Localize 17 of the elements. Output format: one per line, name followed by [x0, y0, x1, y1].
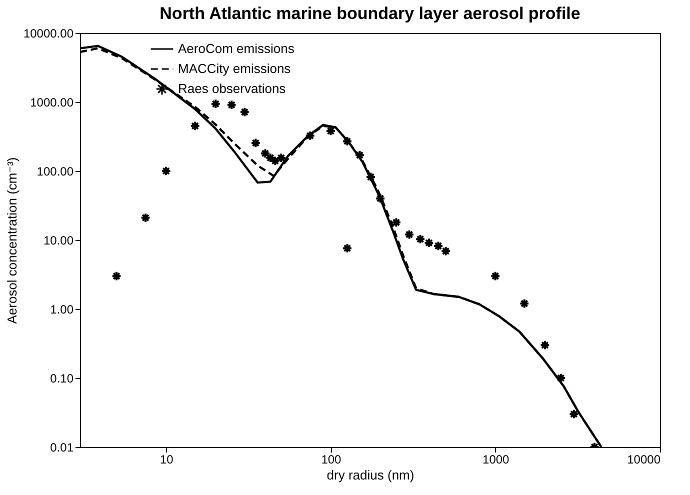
x-tick-label: 100	[321, 452, 342, 466]
x-tick-label: 10	[160, 452, 174, 466]
y-tick-label: 1000.00	[30, 96, 74, 110]
y-tick-label: 0.10	[50, 372, 74, 386]
y-tick-label: 1.00	[50, 302, 74, 316]
y-tick-label: 100.00	[36, 164, 74, 178]
y-axis-title: Aerosol concentration (cm⁻³)	[4, 157, 20, 324]
legend-label: AeroCom emissions	[178, 41, 295, 56]
x-axis-title: dry radius (nm)	[326, 468, 414, 482]
legend-label: MACCity emissions	[178, 61, 292, 76]
y-tick-label: 10.00	[43, 234, 74, 248]
y-tick-label: 10000.00	[23, 26, 74, 40]
y-tick-label: 0.01	[50, 440, 74, 454]
legend-label: Raes observations	[178, 81, 286, 96]
chart-title: North Atlantic marine boundary layer aerosol profile	[160, 4, 580, 23]
x-tick-label: 1000	[482, 452, 510, 466]
x-tick-label: 10000	[627, 452, 661, 466]
